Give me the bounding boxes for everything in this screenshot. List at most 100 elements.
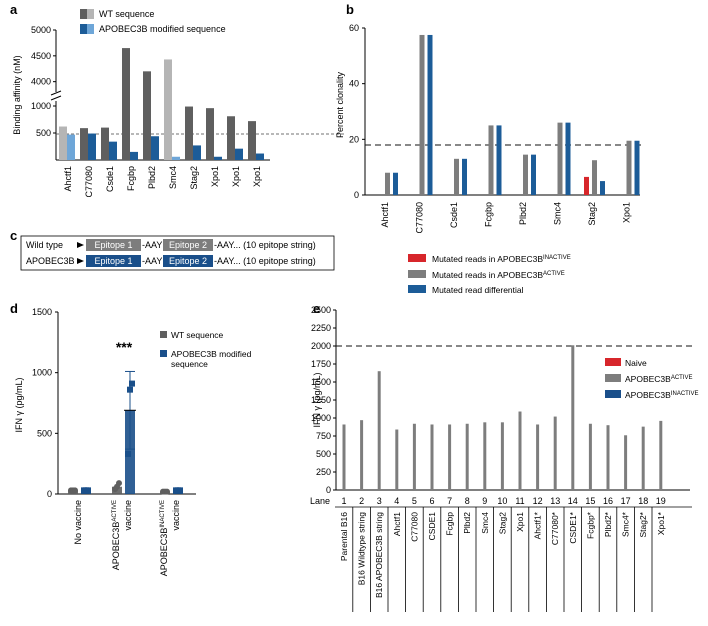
xtick-label-ahctf1: Ahctf1 xyxy=(63,166,73,192)
panel-e-legend-naive: Naive xyxy=(625,358,647,368)
ytick-label: 4000 xyxy=(31,77,51,87)
bar-wt-stag2 xyxy=(185,106,193,160)
axis-break-mark xyxy=(50,95,62,101)
lane-number: 17 xyxy=(621,496,631,506)
lane-number: 3 xyxy=(377,496,382,506)
bar-wt-fcgbp xyxy=(122,48,130,161)
ytick-label: 2000 xyxy=(311,341,331,351)
bar-active-xpo1 xyxy=(626,140,632,195)
lane-number: 1 xyxy=(341,496,346,506)
ytick-label: 500 xyxy=(316,449,331,459)
bar-mut-smc4 xyxy=(172,156,180,160)
bar-mut-stag2 xyxy=(193,145,201,160)
xtick-label-lane-5: C77080 xyxy=(409,512,419,542)
bar-active-plbd2 xyxy=(523,154,528,195)
bar-inactive-stag2 xyxy=(584,176,589,195)
panel-d-ylabel: IFN γ (pg/mL) xyxy=(14,377,24,432)
arrow-right-icon xyxy=(77,258,84,264)
data-point-wt xyxy=(164,488,170,495)
panel-a-legend: WT sequence APOBEC3B modified sequence xyxy=(80,9,226,34)
ytick-label: 20 xyxy=(349,134,359,144)
bar-lane-5 xyxy=(412,423,416,490)
bar-lane-1 xyxy=(342,424,346,490)
bar-lane-8 xyxy=(465,423,469,490)
data-point-mut xyxy=(129,380,135,387)
panel-e: e IFN γ (pg/mL) 025050075010001250150017… xyxy=(310,301,699,612)
bar-wt-smc4 xyxy=(164,59,172,161)
legend-swatch-mut-light xyxy=(87,24,94,34)
lane-number: 7 xyxy=(447,496,452,506)
lane-number: 19 xyxy=(656,496,666,506)
panel-c-row2-epitope2-box xyxy=(163,255,213,267)
panel-a: a Binding affinity (nM) 5001000400045005… xyxy=(10,2,346,198)
bar-differential-smc4 xyxy=(565,122,571,195)
bar-differential-csde1 xyxy=(462,158,467,195)
bar-lane-15 xyxy=(588,423,592,490)
panel-c-row2-epitope1-box xyxy=(86,255,141,267)
panel-e-xlabels: Parental B16 B16 Wildtype string B16 APOBE… xyxy=(339,511,666,598)
ytick-label: 500 xyxy=(36,128,51,138)
bar-differential-stag2 xyxy=(600,181,605,195)
ytick-label: 1500 xyxy=(311,377,331,387)
arrow-right-icon xyxy=(77,242,84,248)
bar-active-csde1 xyxy=(454,158,459,195)
lane-number: 10 xyxy=(497,496,507,506)
panel-b-ylabel: Percent clonality xyxy=(335,71,345,138)
xtick-label-smc4: Smc4 xyxy=(168,166,178,189)
xtick-label-sup: ACTIVE xyxy=(112,500,118,522)
bar-lane-10 xyxy=(500,422,504,490)
panel-c: c Wild type Epitope 1 -AAY Epitope 2 -AA… xyxy=(10,228,335,271)
panel-d-significance: *** xyxy=(116,339,133,355)
lane-number: 2 xyxy=(359,496,364,506)
ytick-label: 60 xyxy=(349,23,359,33)
lane-number: 18 xyxy=(638,496,648,506)
xtick-label-sup: INACTIVE xyxy=(160,500,166,528)
panel-e-legend-active: APOBEC3BACTIVE xyxy=(625,374,693,384)
panel-c-row1-linker: -AAY xyxy=(142,240,162,250)
panel-d-xlabels: No vaccine APOBEC3BACTIVE vaccineAPOBEC3BI… xyxy=(73,500,181,576)
lane-number: 5 xyxy=(412,496,417,506)
legend-swatch-wt-dark xyxy=(80,9,87,19)
panel-c-row2-linker: -AAY xyxy=(142,256,162,266)
bar-differential-fcgbp xyxy=(496,125,502,195)
lane-number: 15 xyxy=(585,496,595,506)
panel-d-legend-mut-2: sequence xyxy=(171,359,208,369)
xtick-label-group-2: APOBEC3BACTIVE xyxy=(111,500,121,570)
panel-c-row2-label: APOBEC3B xyxy=(26,256,75,266)
bar-mut-csde1 xyxy=(109,141,117,160)
lane-number: 16 xyxy=(603,496,613,506)
ytick-label: 1000 xyxy=(32,368,52,378)
xtick-label-plbd2: Plbd2 xyxy=(147,166,157,189)
ytick-label: 750 xyxy=(316,431,331,441)
panel-d-yticks: 0 500 1000 1500 xyxy=(32,307,58,499)
ytick-label: 1750 xyxy=(311,359,331,369)
xtick-label-lane-16: Plbd2* xyxy=(603,511,613,537)
xtick-label-lane-7: Fcgbp xyxy=(445,512,455,536)
bar-mut-ahctf1 xyxy=(67,134,75,160)
bar-mut-xpo1 xyxy=(256,153,264,160)
ytick-label: 40 xyxy=(349,79,359,89)
legend-swatch-mut xyxy=(160,350,167,357)
panel-a-letter: a xyxy=(10,2,18,17)
bar-lane-17 xyxy=(624,435,628,490)
lane-number: 11 xyxy=(515,496,524,506)
bar-mut-fcgbp xyxy=(130,151,138,160)
panel-a-xlabels: Ahctf1 C77080 Csde1 Fcgbp Plbd2 Smc4 Stag2 Xpo1… xyxy=(63,166,262,198)
panel-e-ylabel: IFN γ (pg/mL) xyxy=(312,372,322,427)
panel-e-bars xyxy=(342,345,663,490)
bar-differential-plbd2 xyxy=(531,154,536,195)
xtick-label-group-1: No vaccine xyxy=(73,500,83,545)
panel-b-xlabels: Ahctf1 C77080 Csde1 Fcgbp Plbd2 Smc4 Stag2 Xpo1 xyxy=(380,202,632,234)
bar-lane-4 xyxy=(395,429,399,490)
panel-b-bars xyxy=(385,34,640,196)
xtick-label-csde1: Csde1 xyxy=(449,202,459,228)
panel-c-letter: c xyxy=(10,228,17,243)
xtick-label-xpo1: Xpo1 xyxy=(252,166,262,187)
xtick-label-lane-12: Ahctf1* xyxy=(533,511,543,539)
data-point-wt xyxy=(72,487,78,494)
xtick-label-main: APOBEC3B xyxy=(159,528,169,577)
panel-a-legend-wt: WT sequence xyxy=(99,9,154,19)
xtick-label-stag2: Stag2 xyxy=(189,166,199,190)
xtick-label-group-3: APOBEC3BINACTIVE xyxy=(159,500,169,576)
xtick-label-fcgbp: Fcgbp xyxy=(126,166,136,191)
